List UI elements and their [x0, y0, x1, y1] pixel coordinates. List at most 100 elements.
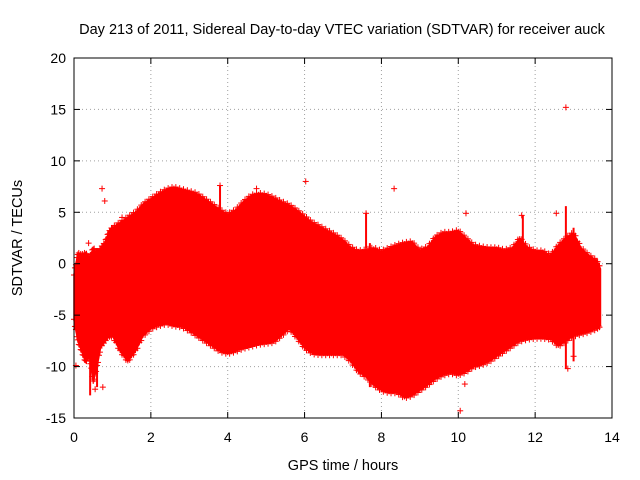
edge-marker-lower [290, 329, 297, 336]
edge-marker-lower [71, 323, 78, 330]
edge-marker-upper [559, 239, 566, 246]
edge-marker-upper [272, 194, 279, 201]
edge-marker-upper [512, 241, 519, 248]
edge-marker-upper [414, 244, 421, 251]
edge-marker-lower [557, 342, 564, 349]
edge-marker-lower [397, 390, 404, 397]
edge-marker-upper [584, 249, 591, 256]
edge-marker-lower [284, 328, 291, 335]
edge-marker-lower [197, 334, 204, 341]
edge-marker-lower [511, 342, 518, 349]
edge-marker-upper [224, 212, 231, 219]
edge-marker-upper [288, 202, 295, 209]
data-point [518, 212, 525, 219]
edge-marker-upper [322, 225, 329, 232]
edge-marker-upper [315, 221, 322, 228]
edge-marker-upper [199, 193, 206, 200]
edge-marker-lower [293, 333, 300, 340]
edge-marker-lower [286, 324, 293, 331]
edge-marker-lower [359, 370, 366, 377]
edge-marker-lower [340, 350, 346, 357]
edge-marker-upper [591, 255, 598, 262]
edge-marker-lower [374, 383, 381, 390]
edge-marker-upper [468, 239, 475, 246]
edge-marker-upper [151, 194, 158, 201]
edge-marker-upper [424, 245, 431, 252]
edge-marker-lower [437, 373, 444, 380]
x-tick-label: 6 [301, 429, 309, 445]
y-tick-label: 15 [50, 101, 66, 117]
x-tick-label: 2 [147, 429, 155, 445]
data-point [363, 210, 370, 217]
edge-marker-lower [209, 342, 216, 348]
edge-marker-lower [414, 389, 421, 396]
data-point [461, 381, 468, 388]
data-point [570, 353, 577, 360]
edge-marker-upper [240, 200, 247, 206]
edge-marker-upper [100, 240, 107, 247]
y-tick-label: -5 [54, 307, 67, 323]
edge-marker-lower [370, 381, 377, 388]
edge-marker-lower [76, 342, 83, 348]
edge-marker-lower [130, 351, 137, 358]
edge-marker-upper [203, 196, 210, 203]
edge-marker-lower [487, 358, 494, 365]
y-axis-label: SDTVAR / TECUs [10, 180, 26, 296]
edge-marker-lower [495, 353, 502, 359]
edge-marker-upper [464, 235, 471, 242]
edge-marker-lower [142, 331, 149, 338]
edge-marker-lower [596, 324, 603, 331]
edge-marker-lower [80, 352, 87, 359]
edge-marker-lower [393, 388, 400, 395]
edge-marker-upper [132, 210, 139, 217]
edge-marker-upper [330, 229, 337, 236]
edge-marker-upper [509, 246, 516, 253]
axes: 0 2 4 6 8 10 12 14 -15 -10 -5 0 5 10 15 20 [46, 50, 620, 445]
x-tick-label: 4 [224, 429, 232, 445]
edge-marker-upper [428, 240, 435, 247]
edge-marker-lower [138, 337, 145, 344]
edge-marker-lower [301, 344, 308, 351]
edge-marker-lower [178, 322, 185, 329]
edge-marker-upper [117, 220, 124, 227]
edge-marker-lower [113, 339, 120, 346]
y-tick-label: 5 [58, 204, 66, 220]
edge-marker-lower [280, 331, 287, 338]
edge-marker-lower [305, 346, 312, 353]
edge-marker-upper [101, 241, 108, 248]
edge-marker-lower [551, 338, 558, 345]
edge-marker-lower [73, 333, 80, 340]
edge-marker-upper [580, 246, 587, 253]
edge-marker-lower [411, 392, 418, 399]
data-point [457, 407, 464, 414]
edge-marker-upper [349, 244, 356, 251]
edge-marker-upper [411, 240, 418, 247]
edge-marker-upper [71, 264, 78, 271]
edge-marker-lower [77, 346, 84, 353]
data-point [462, 210, 469, 217]
data-point [562, 104, 569, 111]
edge-marker-upper [291, 204, 298, 211]
edge-marker-upper [345, 241, 352, 248]
data-point [119, 214, 126, 221]
edge-marker-upper [103, 236, 110, 242]
edge-marker-lower [430, 378, 437, 385]
edge-marker-lower [276, 335, 283, 342]
edge-marker-upper [108, 225, 115, 231]
edge-marker-lower [213, 344, 220, 351]
edge-marker-upper [461, 232, 468, 239]
chart-title: Day 213 of 2011, Sidereal Day-to-day VTE… [79, 22, 605, 38]
edge-marker-upper [147, 196, 154, 203]
edge-marker-upper [120, 218, 127, 224]
y-tick-label: 10 [50, 153, 66, 169]
data-point [92, 386, 99, 393]
edge-marker-upper [541, 248, 548, 255]
edge-marker-lower [426, 381, 433, 388]
edge-marker-lower [499, 350, 506, 357]
edge-marker-lower [145, 328, 152, 335]
data-point [99, 384, 106, 391]
edge-marker-upper [228, 210, 235, 217]
edge-marker-lower [74, 336, 81, 343]
edge-marker-lower [117, 347, 124, 354]
